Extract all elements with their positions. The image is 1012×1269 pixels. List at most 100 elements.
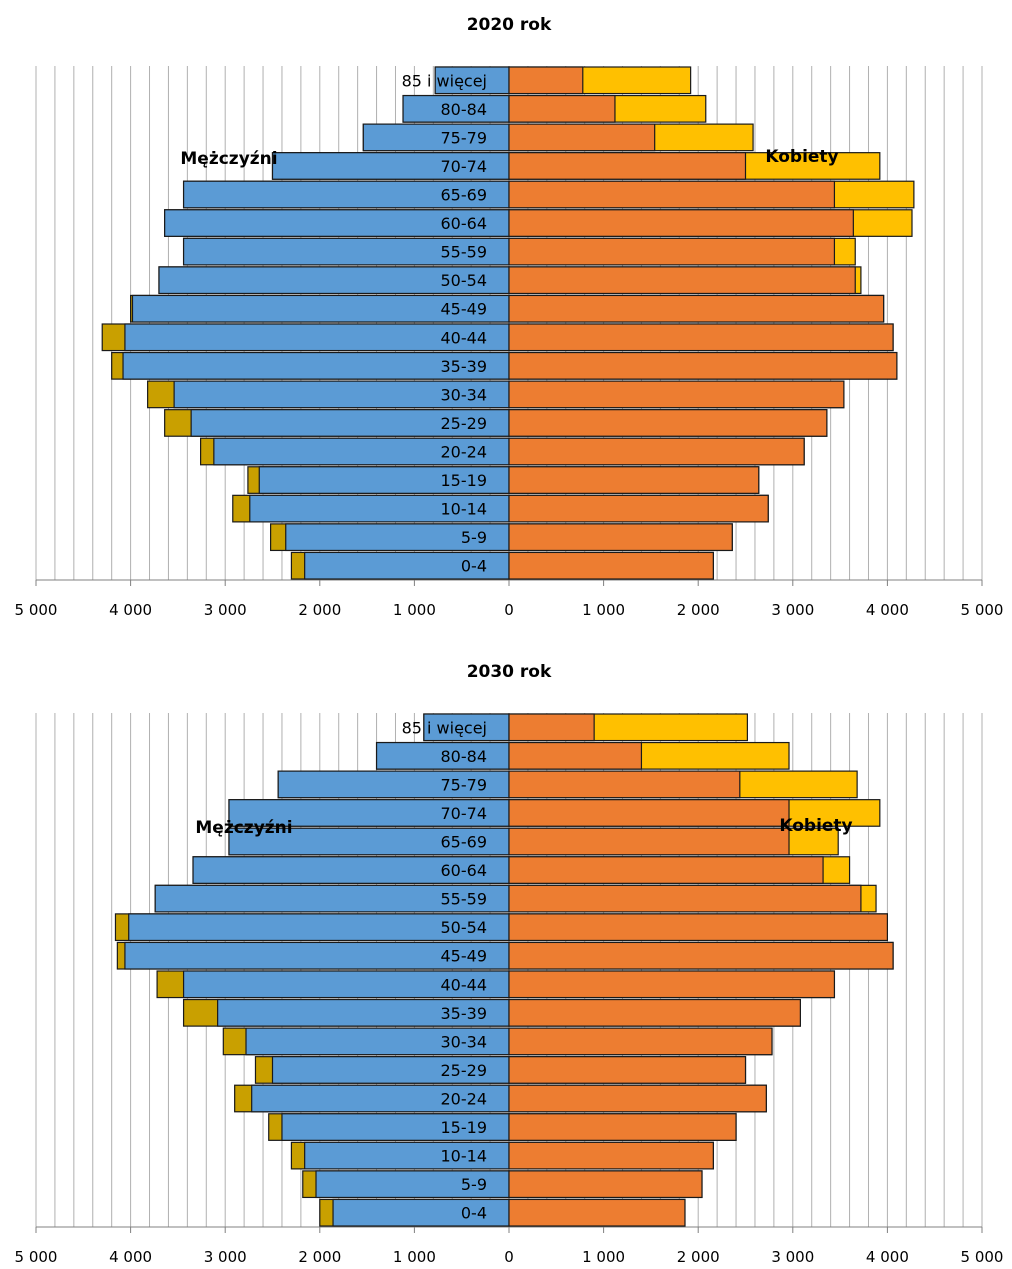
x-tick-label: 2 000 bbox=[677, 601, 720, 619]
bar-male bbox=[423, 713, 510, 742]
gridlines bbox=[35, 713, 983, 1233]
bar-female bbox=[508, 1141, 714, 1170]
bar-female bbox=[508, 523, 733, 552]
bar-male bbox=[182, 970, 510, 999]
bar-male bbox=[304, 1141, 510, 1170]
bar-female bbox=[508, 1198, 686, 1227]
x-tick-label: 4 000 bbox=[866, 1248, 909, 1266]
female-label: Kobiety bbox=[765, 147, 838, 167]
x-tick-label: 4 000 bbox=[109, 601, 152, 619]
bar-male bbox=[182, 237, 510, 266]
bar-male bbox=[190, 409, 510, 437]
category-label: 40-44 bbox=[441, 975, 488, 994]
bar-male bbox=[182, 180, 510, 209]
x-tick-label: 5 000 bbox=[15, 1248, 58, 1266]
category-label: 15-19 bbox=[441, 1118, 488, 1137]
bar-male bbox=[122, 351, 510, 380]
bar-female bbox=[508, 998, 801, 1027]
category-label: 15-19 bbox=[441, 471, 488, 490]
bar-male bbox=[213, 437, 510, 466]
category-label: 80-84 bbox=[441, 747, 488, 766]
category-label: 70-74 bbox=[441, 157, 488, 176]
bar-male bbox=[402, 94, 510, 123]
bar-male bbox=[315, 1170, 510, 1199]
bar-male bbox=[124, 323, 510, 352]
bar-female bbox=[508, 1056, 747, 1084]
x-tick-label: 2 000 bbox=[298, 601, 341, 619]
bar-female bbox=[508, 1113, 737, 1141]
bar-male bbox=[271, 152, 510, 180]
category-label: 10-14 bbox=[441, 500, 488, 519]
category-label: 30-34 bbox=[441, 1032, 488, 1051]
x-tick-label: 3 000 bbox=[771, 1248, 814, 1266]
x-tick-label: 2 000 bbox=[677, 1248, 720, 1266]
category-label: 45-49 bbox=[441, 947, 488, 966]
category-label: 0-4 bbox=[461, 1204, 487, 1223]
bar-male bbox=[131, 294, 510, 323]
bar-female bbox=[508, 1170, 703, 1199]
bar-female bbox=[508, 437, 805, 466]
bar-female bbox=[508, 941, 894, 970]
x-tick-label: 0 bbox=[504, 601, 514, 619]
bar-male bbox=[332, 1198, 510, 1227]
bar-female bbox=[508, 1027, 773, 1056]
bar-female bbox=[508, 323, 894, 352]
bar-female bbox=[508, 466, 760, 494]
chart-title: 2030 rok bbox=[467, 662, 552, 682]
category-label: 50-54 bbox=[441, 271, 488, 290]
bar-female bbox=[508, 152, 747, 180]
pyramid-2020: 2020 rok 0-4 5-9 10-14 15-19 20-24 25-29 30-34… bbox=[15, 15, 1004, 619]
category-label: 75-79 bbox=[441, 128, 488, 147]
bar-female bbox=[508, 856, 824, 884]
x-tick-labels: 5 000 4 000 3 000 2 000 1 000 0 1 000 2 000 3 00… bbox=[15, 1248, 1004, 1266]
bar-female bbox=[508, 494, 769, 523]
category-label: 65-69 bbox=[441, 186, 488, 205]
x-tick-labels: 5 000 4 000 3 000 2 000 1 000 0 1 000 2 000 3 00… bbox=[15, 601, 1004, 619]
category-label: 70-74 bbox=[441, 804, 488, 823]
bar-female bbox=[508, 66, 584, 95]
x-tick-label: 5 000 bbox=[961, 601, 1004, 619]
bar-female bbox=[508, 713, 595, 742]
bar-male bbox=[192, 856, 510, 884]
bar-male bbox=[277, 770, 510, 799]
x-tick-label: 1 000 bbox=[393, 1248, 436, 1266]
category-label: 80-84 bbox=[441, 100, 488, 119]
x-tick-label: 5 000 bbox=[15, 601, 58, 619]
bar-female bbox=[508, 380, 845, 409]
bar-female bbox=[508, 180, 836, 209]
category-label: 85 i więcej bbox=[402, 718, 487, 737]
bar-male bbox=[228, 827, 510, 856]
category-label: 40-44 bbox=[441, 328, 488, 347]
x-tick-label: 3 000 bbox=[204, 1248, 247, 1266]
x-tick-label: 3 000 bbox=[204, 601, 247, 619]
bar-male bbox=[249, 494, 510, 523]
bar-female bbox=[508, 799, 790, 827]
bar-female bbox=[508, 884, 862, 913]
category-label: 55-59 bbox=[441, 890, 488, 909]
category-label: 60-64 bbox=[441, 861, 488, 880]
bar-female bbox=[508, 409, 828, 437]
pyramid-2030: 2030 rok 0-4 5-9 10-14 15-19 20-24 25-29 30-34… bbox=[15, 662, 1004, 1266]
bar-female bbox=[508, 1084, 767, 1113]
x-tick-label: 2 000 bbox=[298, 1248, 341, 1266]
bar-male bbox=[228, 799, 510, 827]
category-label: 25-29 bbox=[441, 1061, 488, 1080]
category-label: 30-34 bbox=[441, 385, 488, 404]
x-tick-label: 1 000 bbox=[582, 601, 625, 619]
x-tick-label: 0 bbox=[504, 1248, 514, 1266]
category-label: 65-69 bbox=[441, 833, 488, 852]
bar-male bbox=[271, 1056, 510, 1084]
bar-female bbox=[508, 770, 741, 799]
bar-female bbox=[508, 266, 856, 295]
category-label: 35-39 bbox=[441, 1004, 488, 1023]
category-labels: 0-4 5-9 10-14 15-19 20-24 25-29 30-34 35-39 40-4… bbox=[402, 718, 487, 1222]
bar-female bbox=[508, 551, 714, 580]
category-label: 10-14 bbox=[441, 1147, 488, 1166]
bar-female bbox=[508, 209, 854, 237]
male-label: Mężczyźni bbox=[195, 818, 292, 838]
bar-male bbox=[124, 941, 510, 970]
category-label: 50-54 bbox=[441, 918, 488, 937]
category-label: 35-39 bbox=[441, 357, 488, 376]
chart-title: 2020 rok bbox=[467, 15, 552, 35]
